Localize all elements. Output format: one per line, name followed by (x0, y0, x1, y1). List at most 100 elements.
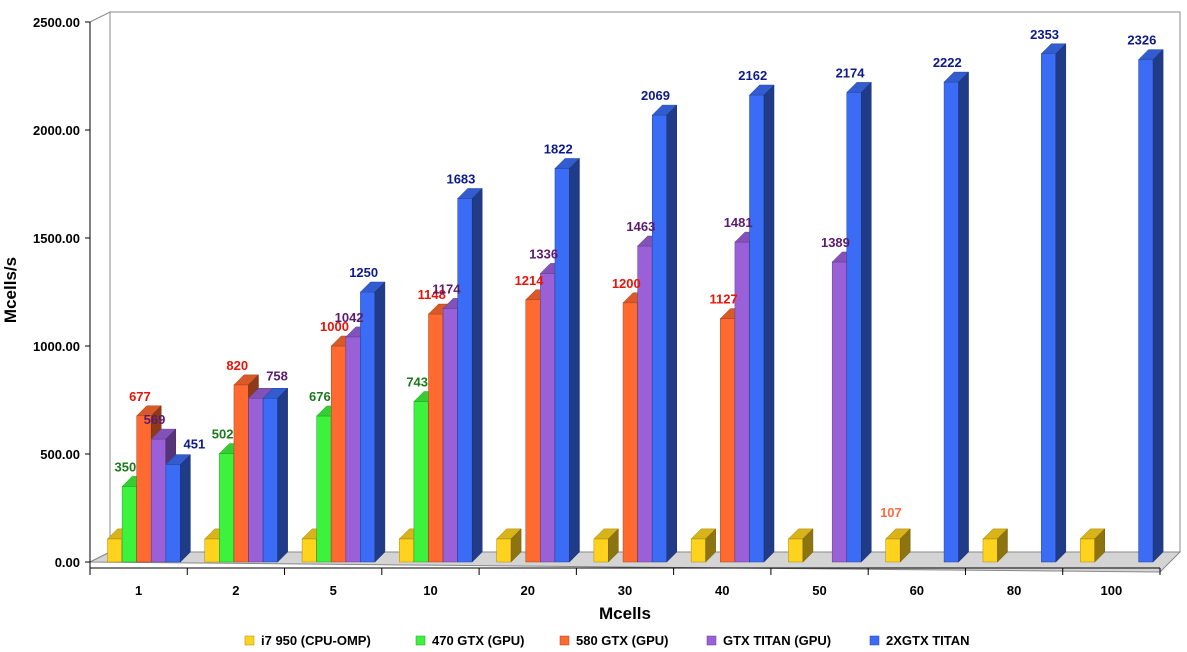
x-tick-label: 50 (812, 583, 826, 598)
bar-front (540, 273, 556, 563)
x-tick-label: 1 (135, 583, 142, 598)
y-tick-label: 2500.00 (33, 15, 80, 30)
y-axis-ticks: 0.00 500.00 1000.00 1500.00 2000.00 2500.00 (33, 15, 90, 570)
bar-side (180, 453, 191, 563)
bar-front (165, 464, 181, 563)
side-wall (89, 11, 111, 563)
y-tick-label: 1500.00 (33, 231, 80, 246)
x-tick-label: 10 (423, 583, 437, 598)
legend-swatch (706, 635, 717, 646)
bar-side (666, 104, 677, 563)
legend-item: 580 GTX (GPU) (559, 633, 668, 648)
legend-swatch (415, 635, 426, 646)
data-label: 1042 (335, 310, 364, 325)
bar-front (690, 538, 706, 563)
bar-front (1041, 53, 1057, 563)
data-label: 1683 (446, 171, 475, 186)
bars-layer (106, 43, 1164, 563)
data-label: 1000 (320, 319, 349, 334)
bar-front (219, 453, 235, 563)
bar (1040, 43, 1067, 563)
data-label: 2326 (1127, 33, 1156, 48)
y-axis-title: Mcells/s (1, 257, 20, 323)
legend-swatch (869, 635, 880, 646)
bar-side (569, 157, 580, 563)
bar-front (651, 114, 667, 563)
bar-front (399, 538, 415, 563)
data-label: 758 (266, 368, 288, 383)
data-label: 1148 (418, 287, 446, 302)
bar-front (316, 415, 332, 563)
legend-label: 470 GTX (GPU) (432, 633, 524, 648)
data-label: 1214 (515, 273, 545, 288)
bar-front (442, 308, 458, 563)
bar-front (428, 313, 444, 563)
data-label: 1174 (432, 281, 461, 296)
data-label: 1822 (544, 141, 573, 156)
legend-label: 580 GTX (GPU) (576, 633, 668, 648)
x-axis-ticks: 1 2 5 10 20 30 40 50 60 80 100 (89, 568, 1161, 598)
data-label: 569 (144, 412, 166, 427)
legend-item: i7 950 (CPU-OMP) (244, 633, 371, 648)
data-label: 2162 (738, 68, 767, 83)
bar-side (510, 528, 522, 563)
bar-front (121, 486, 137, 563)
bar-side (277, 387, 288, 563)
bar (748, 84, 775, 563)
legend-label: GTX TITAN (GPU) (723, 633, 831, 648)
data-label: 677 (129, 389, 151, 404)
data-label: 1127 (709, 292, 737, 307)
x-tick-label: 30 (618, 583, 632, 598)
data-label: 676 (309, 389, 331, 404)
bar-side (763, 84, 775, 563)
bar-front (457, 198, 473, 563)
data-label: 107 (880, 505, 902, 520)
bar-front (885, 538, 901, 563)
data-label: 1481 (724, 215, 753, 230)
legend-item: 470 GTX (GPU) (415, 633, 524, 648)
bar-front (136, 415, 152, 563)
bar-side (608, 528, 619, 563)
bar (457, 187, 483, 563)
bar-front (749, 94, 765, 563)
bar-side (1055, 43, 1067, 563)
legend-label: 2XGTX TITAN (886, 633, 970, 648)
bar-front (1138, 59, 1154, 563)
bar (787, 528, 814, 563)
x-tick-label: 2 (232, 583, 239, 598)
bar (1137, 48, 1164, 563)
bar (1079, 528, 1106, 563)
bar (943, 71, 970, 563)
bar (165, 453, 191, 563)
bar (885, 528, 911, 563)
legend-item: 2XGTX TITAN (869, 633, 970, 648)
bar-front (151, 438, 167, 563)
data-label: 2222 (933, 55, 962, 70)
bar-front (301, 538, 317, 563)
legend-item: GTX TITAN (GPU) (706, 633, 831, 648)
bar-front (345, 336, 361, 563)
bar (690, 528, 717, 563)
bar (846, 81, 872, 563)
x-tick-label: 80 (1007, 583, 1021, 598)
x-tick-label: 100 (1101, 583, 1123, 598)
bar-front (943, 81, 959, 563)
bar-side (802, 528, 814, 563)
bar (495, 528, 522, 563)
y-tick-label: 2000.00 (33, 123, 80, 138)
data-label: 1250 (349, 265, 378, 280)
bar-front (204, 538, 220, 563)
bar-side (374, 281, 386, 563)
bar-front (107, 538, 123, 563)
data-label: 2174 (836, 65, 866, 80)
bar-front (593, 538, 609, 563)
data-label: 743 (406, 375, 428, 390)
bar-side (471, 187, 483, 563)
x-tick-label: 60 (910, 583, 924, 598)
bar-side (705, 528, 716, 563)
bar-front (637, 245, 653, 563)
legend-label: i7 950 (CPU-OMP) (261, 633, 371, 648)
bar (651, 104, 678, 563)
